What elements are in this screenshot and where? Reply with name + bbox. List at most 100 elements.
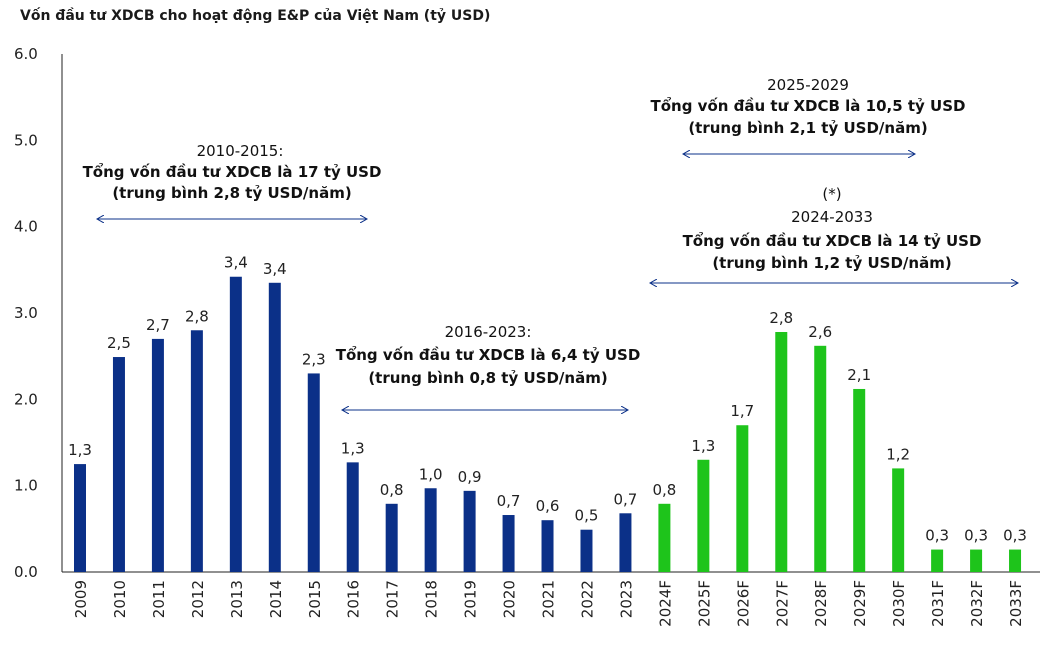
x-tick-label: 2026F: [734, 580, 752, 627]
data-label-2014: 3,4: [263, 260, 287, 278]
x-tick-label: 2031F: [929, 580, 947, 627]
bar-2019: [463, 490, 476, 572]
data-label-2026F: 1,7: [730, 402, 754, 420]
y-tick-label: 4.0: [14, 218, 38, 236]
annotation-2024-2033: (*) 2024-2033 Tổng vốn đầu tư XDCB là 14…: [650, 185, 1018, 283]
annotation-average: (trung bình 2,1 tỷ USD/năm): [688, 119, 927, 137]
y-tick-label: 6.0: [14, 45, 38, 63]
x-tick-label: 2030F: [890, 580, 908, 627]
data-label-2028F: 2,6: [808, 323, 832, 341]
data-label-2018: 1,0: [419, 465, 443, 483]
bar-2013: [229, 276, 242, 572]
annotation-average: (trung bình 0,8 tỷ USD/năm): [368, 369, 607, 387]
x-tick-label: 2012: [189, 580, 207, 618]
data-label-2032F: 0,3: [964, 527, 988, 545]
bar-2028F: [814, 345, 827, 572]
data-label-2012: 2,8: [185, 307, 209, 325]
x-tick-label: 2014: [267, 580, 285, 618]
bar-2029F: [853, 388, 866, 572]
x-tick-label: 2033F: [1007, 580, 1025, 627]
data-label-2030F: 1,2: [886, 445, 910, 463]
data-label-2029F: 2,1: [847, 366, 871, 384]
bar-2021: [541, 520, 554, 572]
bar-2014: [268, 282, 281, 572]
bar-2026F: [736, 425, 749, 572]
x-tick-label: 2029F: [851, 580, 869, 627]
data-label-2009: 1,3: [68, 441, 92, 459]
x-tick-label: 2019: [462, 580, 480, 618]
data-label-2020: 0,7: [497, 492, 521, 510]
chart-title: Vốn đầu tư XDCB cho hoạt động E&P của Vi…: [20, 8, 491, 24]
annotation-total: Tổng vốn đầu tư XDCB là 10,5 tỷ USD: [651, 96, 966, 115]
x-tick-label: 2027F: [773, 580, 791, 627]
data-label-2024F: 0,8: [652, 481, 676, 499]
annotation-total: Tổng vốn đầu tư XDCB là 17 tỷ USD: [83, 162, 382, 181]
annotation-2025-2029: 2025-2029 Tổng vốn đầu tư XDCB là 10,5 t…: [651, 76, 966, 154]
annotation-period: 2025-2029: [767, 76, 849, 94]
y-tick-label: 2.0: [14, 390, 38, 408]
bar-2027F: [775, 331, 788, 572]
x-tick-label: 2013: [228, 580, 246, 618]
annotation-period: 2010-2015:: [197, 142, 284, 160]
bar-2024F: [658, 503, 671, 572]
x-tick-label: 2024F: [656, 580, 674, 627]
annotation-note: (*): [822, 185, 841, 203]
data-label-2010: 2,5: [107, 334, 131, 352]
annotation-average: (trung bình 2,8 tỷ USD/năm): [112, 184, 351, 202]
x-tick-label: 2025F: [695, 580, 713, 627]
x-tick-label: 2017: [384, 580, 402, 618]
data-label-2013: 3,4: [224, 254, 248, 272]
x-tick-label: 2028F: [812, 580, 830, 627]
annotation-period: 2016-2023:: [445, 323, 532, 341]
data-label-2015: 2,3: [302, 350, 326, 368]
data-label-2025F: 1,3: [691, 437, 715, 455]
bar-2030F: [892, 468, 905, 572]
x-tick-label: 2015: [306, 580, 324, 618]
bar-2010: [112, 357, 125, 572]
data-label-2021: 0,6: [536, 497, 560, 515]
x-tick-label: 2032F: [968, 580, 986, 627]
bar-2023: [619, 513, 632, 572]
y-tick-label: 5.0: [14, 131, 38, 149]
bar-2032F: [970, 549, 983, 572]
data-label-2011: 2,7: [146, 316, 170, 334]
bar-2022: [580, 529, 593, 572]
data-label-2033F: 0,3: [1003, 527, 1027, 545]
x-tick-label: 2009: [72, 580, 90, 618]
data-label-2031F: 0,3: [925, 527, 949, 545]
annotation-period: 2024-2033: [791, 208, 873, 226]
x-tick-label: 2021: [540, 580, 558, 618]
bar-2033F: [1009, 549, 1022, 572]
x-tick-label: 2011: [150, 580, 168, 618]
bar-2020: [502, 515, 515, 572]
bar-2015: [307, 373, 320, 572]
y-tick-label: 1.0: [14, 477, 38, 495]
y-tick-label: 3.0: [14, 304, 38, 322]
bar-2025F: [697, 459, 710, 572]
annotation-average: (trung bình 1,2 tỷ USD/năm): [712, 254, 951, 272]
data-label-2019: 0,9: [458, 468, 482, 486]
annotation-total: Tổng vốn đầu tư XDCB là 14 tỷ USD: [683, 231, 982, 250]
annotation-total: Tổng vốn đầu tư XDCB là 6,4 tỷ USD: [336, 345, 641, 364]
data-label-2023: 0,7: [614, 490, 638, 508]
annotation-2016-2023: 2016-2023: Tổng vốn đầu tư XDCB là 6,4 t…: [336, 323, 641, 410]
bar-2017: [385, 503, 398, 572]
bar-2031F: [931, 549, 944, 572]
data-label-2016: 1,3: [341, 439, 365, 457]
bar-2016: [346, 462, 359, 572]
x-tick-label: 2010: [111, 580, 129, 618]
data-label-2022: 0,5: [575, 507, 599, 525]
x-tick-label: 2022: [578, 580, 596, 618]
x-tick-label: 2020: [501, 580, 519, 618]
annotation-2010-2015: 2010-2015: Tổng vốn đầu tư XDCB là 17 tỷ…: [83, 142, 382, 219]
x-tick-label: 2016: [345, 580, 363, 618]
bar-2009: [74, 464, 86, 572]
y-tick-label: 0.0: [14, 563, 38, 581]
x-tick-label: 2018: [423, 580, 441, 618]
data-label-2017: 0,8: [380, 481, 404, 499]
bar-2011: [151, 338, 164, 572]
x-tick-label: 2023: [617, 580, 635, 618]
bar-2012: [190, 330, 203, 572]
data-label-2027F: 2,8: [769, 309, 793, 327]
